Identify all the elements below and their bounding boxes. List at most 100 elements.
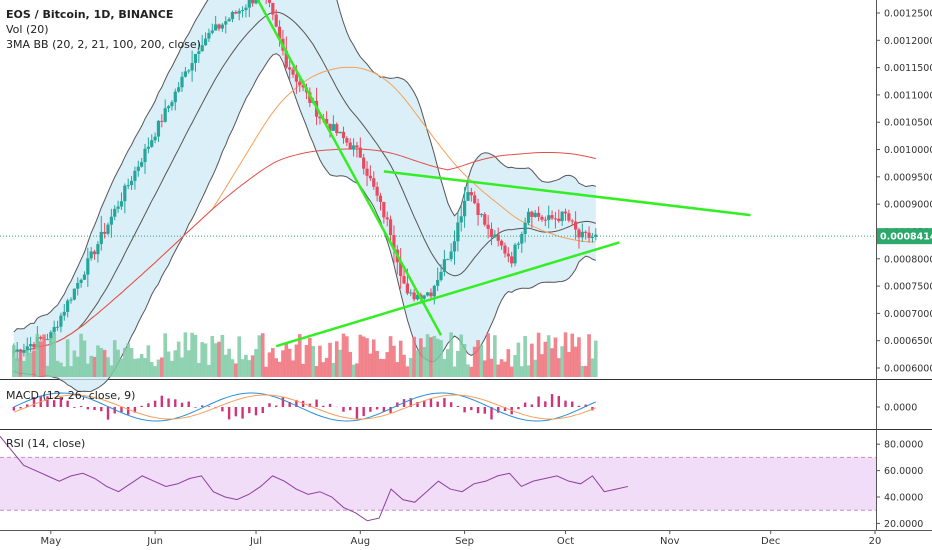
volume-bar [143,358,147,377]
rsi-tick-label: 60.0000 [884,466,923,477]
volume-bar [580,365,585,377]
macd-histogram-bar [227,407,231,420]
volume-bar [382,359,386,377]
volume-bar [419,338,423,377]
candle-body [375,186,379,196]
candle-body [129,180,134,186]
volume-bar [540,354,544,377]
candle-body [180,76,184,88]
volume-bar [368,353,373,377]
macd-histogram-bar [241,407,244,419]
macd-histogram-bar [126,407,130,415]
volume-bar [523,335,527,377]
candle-body [59,315,63,327]
volume-bar [385,352,390,377]
volume-bar [32,350,36,377]
volume-bar [408,357,413,377]
macd-histogram-bar [32,396,36,407]
candle-body [160,120,164,122]
volume-bar [244,354,248,377]
volume-bar [133,358,137,377]
volume-bar [546,335,551,377]
volume-bar [116,349,120,377]
volume-bar [355,363,359,377]
macd-histogram-bar [133,407,137,413]
candle-body [210,30,214,33]
volume-bar [180,357,184,377]
macd-histogram-bar [328,403,332,407]
candle-body [177,87,181,92]
candle-body [432,285,436,297]
volume-bar [200,342,204,377]
candle-body [220,24,224,29]
time-tick-label: Jun [146,536,163,547]
candle-body [86,258,90,275]
price-tick-label: 0.0012000 [884,36,932,47]
candle-body [214,24,218,31]
volume-bar [92,356,97,377]
candle-body [163,108,167,122]
volume-bar [361,336,366,377]
price-tick-label: 0.0011500 [884,63,932,74]
volume-bar [210,336,215,377]
volume-bar [291,360,295,377]
volume-bar [139,353,144,377]
volume-bar [506,349,511,377]
volume-bar [476,340,480,377]
candle-body [18,349,23,353]
candle-body [446,259,450,261]
candle-body [99,231,103,245]
symbol-legend[interactable]: EOS / Bitcoin, 1D, BINANCE [6,8,173,21]
volume-bar [388,336,393,377]
candle-body [109,216,113,225]
macd-histogram-bar [369,407,372,412]
macd-histogram-bar [375,407,379,410]
volume-bar [345,336,349,377]
volume-bar [301,363,305,377]
time-tick-label: May [40,536,61,547]
volume-bar [328,342,332,377]
macd-histogram-bar [550,394,554,407]
volume-bar [560,346,564,377]
candle-body [143,148,147,163]
volume-bar [486,333,490,377]
candle-body [345,138,349,143]
candle-body [76,282,80,289]
volume-bar [371,339,376,377]
candle-body [563,211,568,214]
volume-bar [156,359,161,377]
bands-legend[interactable]: 3MA BB (20, 2, 21, 100, 200, close) [6,38,201,51]
rsi-legend[interactable]: RSI (14, close) [6,437,86,450]
candle-body [351,145,356,150]
candle-body [409,292,413,294]
rsi-tick-label: 40.0000 [884,493,923,504]
volume-bar [69,366,73,377]
volume-bar [119,358,124,377]
volume-bar [365,338,369,377]
macd-histogram-bar [59,397,63,407]
macd-histogram-bar [66,400,69,407]
candle-body [355,145,359,148]
volume-bar [482,360,487,377]
candle-body [45,339,50,341]
volume-bar [28,352,33,377]
candle-body [382,201,386,218]
candle-body [476,203,480,215]
candle-body [560,211,564,222]
volume-bar [351,364,356,377]
volume-bar [294,344,299,377]
candle-body [496,234,500,241]
volume-legend[interactable]: Vol (20) [6,23,49,36]
volume-bar [176,341,181,377]
volume-bar [25,349,30,377]
volume-bar [102,349,107,377]
macd-histogram-bar [93,407,96,411]
macd-legend[interactable]: MACD (12, 26, close, 9) [6,389,136,402]
candle-body [584,231,588,233]
candle-body [486,224,490,229]
volume-bar [318,345,322,377]
candle-body [362,157,366,169]
volume-bar [432,335,437,377]
